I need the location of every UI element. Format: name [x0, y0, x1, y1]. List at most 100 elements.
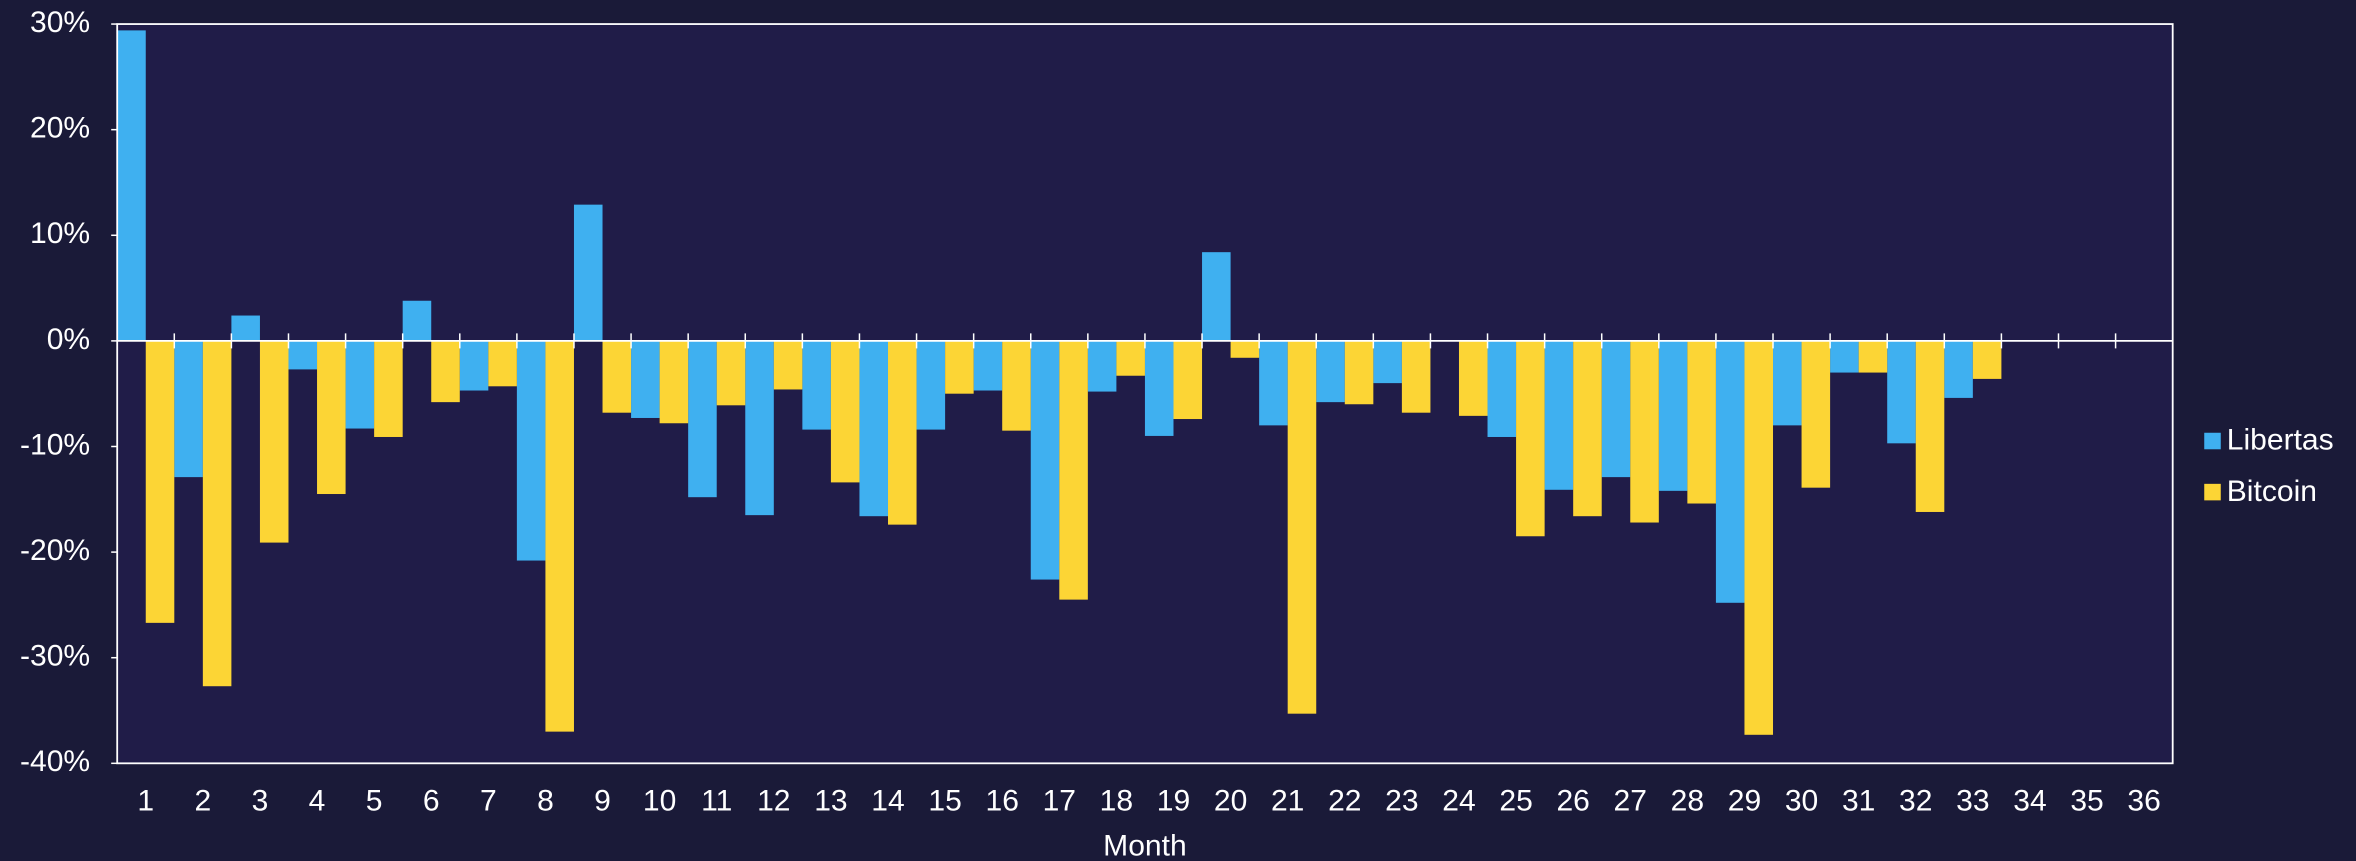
y-tick-label: 30% [30, 6, 90, 39]
x-tick-label: 20 [1214, 784, 1247, 817]
x-tick-label: 14 [871, 784, 904, 817]
bar [459, 340, 489, 391]
bar [1944, 340, 1973, 398]
bar [1658, 340, 1688, 491]
bar [1373, 340, 1402, 384]
x-tick-label: 31 [1842, 784, 1875, 817]
bar [1316, 340, 1345, 403]
x-tick-label: 34 [2013, 784, 2046, 817]
bar [1259, 340, 1288, 426]
y-tick-label: -30% [20, 640, 90, 673]
bar [1687, 340, 1716, 504]
bar [374, 340, 403, 437]
bar [631, 340, 660, 418]
bar [659, 340, 689, 424]
bar [1887, 340, 1916, 444]
bar [288, 340, 318, 370]
x-tick-label: 32 [1899, 784, 1932, 817]
bar [1030, 340, 1060, 580]
bar [1630, 340, 1659, 523]
bar [945, 340, 974, 394]
bar [1401, 340, 1431, 413]
bar [688, 340, 717, 498]
x-tick-label: 15 [928, 784, 961, 817]
bar [1458, 340, 1488, 416]
legend-label: Libertas [2227, 424, 2334, 457]
x-tick-label: 21 [1271, 784, 1304, 817]
x-tick-label: 26 [1556, 784, 1589, 817]
bar [1344, 340, 1374, 405]
x-tick-label: 19 [1157, 784, 1190, 817]
bar [859, 340, 889, 517]
x-tick-label: 30 [1785, 784, 1818, 817]
bar [1087, 340, 1117, 392]
bar [1002, 340, 1031, 431]
x-tick-label: 17 [1043, 784, 1076, 817]
x-tick-label: 33 [1956, 784, 1989, 817]
bar [1116, 340, 1145, 376]
x-tick-label: 35 [2070, 784, 2103, 817]
bar [888, 340, 917, 525]
x-tick-label: 18 [1100, 784, 1133, 817]
bar [716, 340, 746, 406]
bar [259, 340, 289, 543]
bar [1801, 340, 1831, 488]
bar [1516, 340, 1545, 537]
bar [145, 340, 175, 623]
x-tick-label: 10 [643, 784, 676, 817]
bar [1915, 340, 1945, 512]
bar [830, 340, 860, 483]
plot-border [116, 23, 2174, 765]
bar [1544, 340, 1574, 490]
bar [516, 340, 546, 561]
bar [1573, 340, 1602, 517]
bar [916, 340, 946, 430]
bar [773, 340, 803, 390]
x-tick-label: 8 [537, 784, 554, 817]
x-tick-label: 6 [423, 784, 440, 817]
bar [488, 340, 517, 387]
legend-label: Bitcoin [2227, 475, 2317, 508]
y-tick-label: -10% [20, 428, 90, 461]
bar [1744, 340, 1774, 735]
bar [1858, 340, 1888, 373]
x-tick-label: 7 [480, 784, 497, 817]
legend-swatch [2204, 483, 2221, 501]
x-tick-label: 4 [309, 784, 326, 817]
x-tick-label: 1 [137, 784, 154, 817]
x-tick-label: 25 [1499, 784, 1532, 817]
bar [174, 340, 203, 478]
y-tick-label: 10% [30, 217, 90, 250]
bar [545, 340, 574, 732]
bar [1972, 340, 2002, 379]
bar [973, 340, 1003, 391]
y-tick-label: 20% [30, 112, 90, 145]
bar [1173, 340, 1203, 420]
bar [1287, 340, 1317, 714]
y-tick-label: -20% [20, 534, 90, 567]
bar [745, 340, 774, 516]
bar [573, 204, 603, 341]
bar [345, 340, 375, 429]
bar [1144, 340, 1174, 436]
x-tick-label: 9 [594, 784, 611, 817]
y-tick-label: -40% [20, 745, 90, 778]
x-tick-label: 16 [985, 784, 1018, 817]
x-tick-label: 13 [814, 784, 847, 817]
bar [402, 300, 432, 341]
bar [802, 340, 831, 430]
bar [1601, 340, 1631, 478]
bar [117, 30, 146, 341]
bar [1202, 252, 1231, 341]
x-tick-label: 36 [2127, 784, 2160, 817]
x-tick-label: 27 [1614, 784, 1647, 817]
bar [1487, 340, 1517, 437]
x-axis-title: Month [1103, 829, 1187, 861]
x-tick-label: 5 [366, 784, 383, 817]
x-tick-label: 28 [1671, 784, 1704, 817]
x-tick-label: 12 [757, 784, 790, 817]
bar [602, 340, 632, 413]
bar [1773, 340, 1802, 426]
